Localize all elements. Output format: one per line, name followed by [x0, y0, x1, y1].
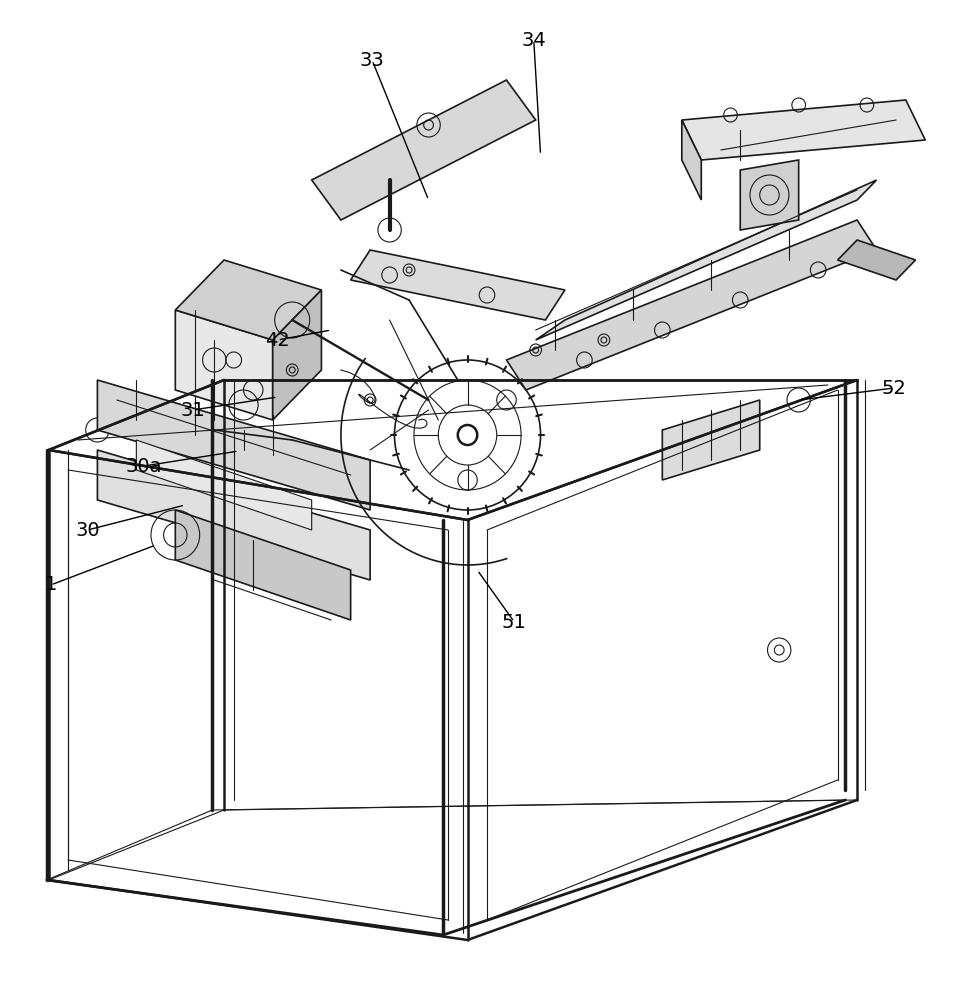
Polygon shape [740, 160, 799, 230]
Text: 1: 1 [45, 576, 56, 594]
Polygon shape [175, 310, 273, 420]
Polygon shape [136, 440, 312, 530]
Polygon shape [175, 260, 321, 340]
Polygon shape [838, 240, 916, 280]
Text: 30a: 30a [126, 456, 163, 476]
Polygon shape [175, 510, 351, 620]
Polygon shape [97, 450, 370, 580]
Text: 31: 31 [180, 400, 206, 420]
Text: 42: 42 [265, 330, 290, 350]
Text: 51: 51 [502, 612, 527, 632]
Polygon shape [97, 380, 370, 510]
Polygon shape [273, 290, 321, 420]
Text: 30: 30 [75, 520, 100, 540]
Polygon shape [506, 220, 877, 390]
Polygon shape [312, 80, 536, 220]
Polygon shape [682, 120, 701, 200]
Text: 34: 34 [521, 30, 546, 49]
Polygon shape [351, 250, 565, 320]
Polygon shape [536, 180, 877, 340]
Polygon shape [662, 400, 760, 480]
Text: 33: 33 [359, 50, 385, 70]
Text: 52: 52 [881, 378, 907, 397]
Polygon shape [682, 100, 925, 160]
